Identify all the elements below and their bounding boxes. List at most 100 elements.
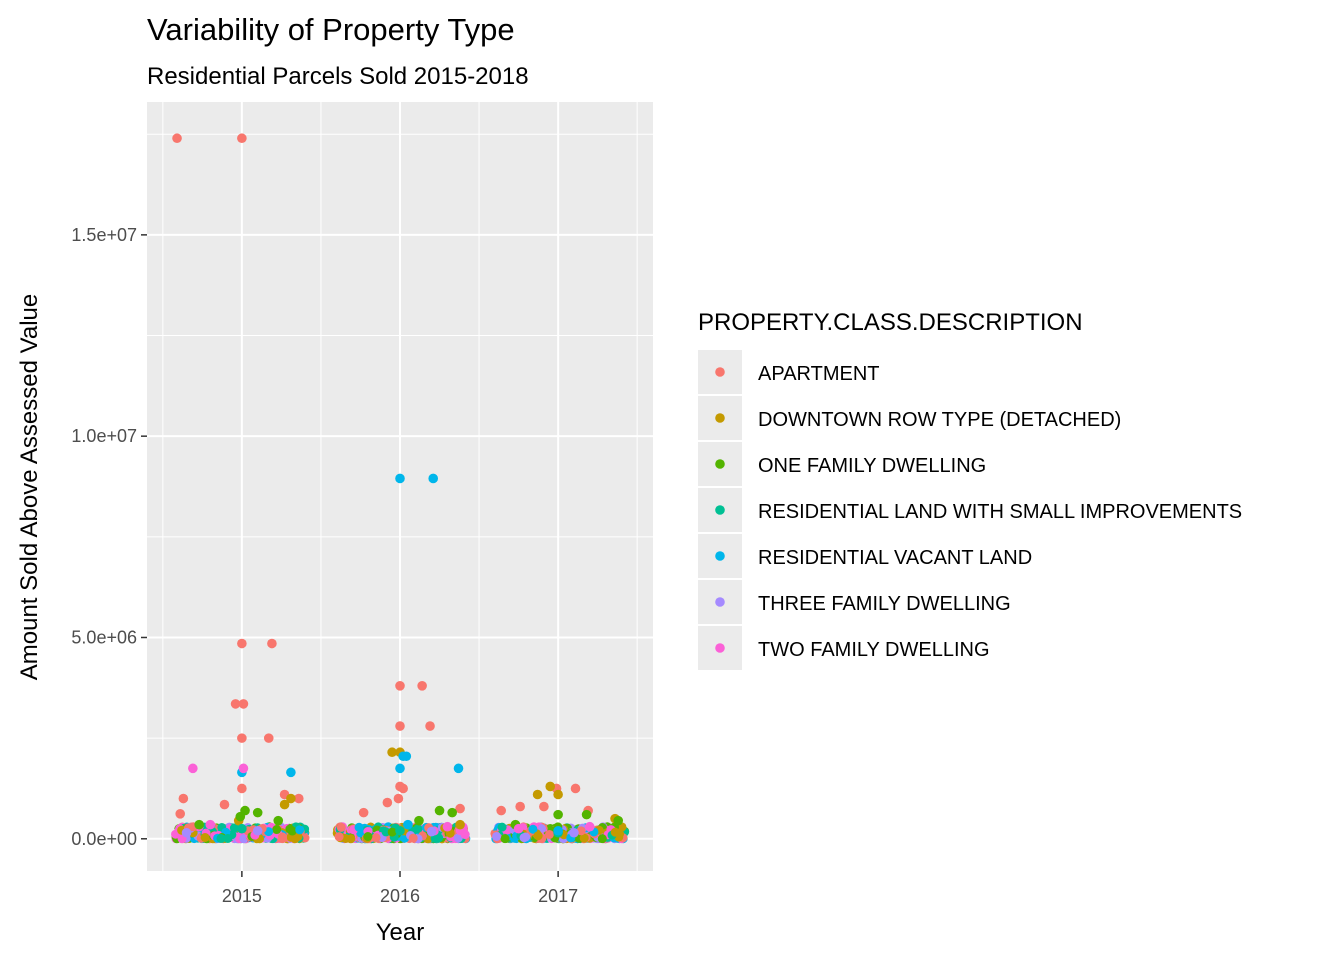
x-tick-label: 2017: [538, 886, 578, 906]
band-point: [216, 833, 226, 843]
data-point: [395, 825, 405, 836]
data-point: [553, 809, 563, 820]
y-tick-label: 1.0e+07: [71, 426, 137, 446]
legend-swatch: [715, 505, 725, 515]
band-point: [528, 824, 538, 834]
data-point: [613, 815, 624, 826]
data-point: [235, 811, 246, 822]
data-point: [286, 793, 296, 804]
data-point: [286, 767, 296, 778]
legend: PROPERTY.CLASS.DESCRIPTION APARTMENT DOWN…: [698, 309, 1242, 670]
data-point: [401, 751, 412, 762]
data-point: [403, 819, 413, 830]
band-point: [576, 826, 586, 836]
data-point: [442, 821, 453, 832]
band-point: [336, 822, 346, 832]
data-point: [194, 819, 204, 830]
y-tick-label: 0.0e+00: [71, 829, 137, 849]
data-point: [447, 807, 457, 818]
data-point: [387, 747, 397, 758]
legend-swatch: [715, 459, 725, 469]
data-point: [581, 809, 592, 820]
data-point: [425, 721, 435, 731]
y-axis-title: Amount Sold Above Assessed Value: [16, 294, 43, 680]
data-point: [172, 133, 182, 144]
band-point: [229, 823, 239, 833]
data-point: [237, 638, 247, 649]
data-point: [263, 733, 274, 743]
data-point: [230, 699, 241, 709]
dense-base-band: [171, 822, 630, 844]
data-point: [237, 733, 247, 743]
data-point: [205, 819, 216, 830]
data-point: [273, 815, 284, 826]
data-point: [395, 721, 405, 731]
data-point: [252, 807, 263, 818]
data-point: [539, 801, 549, 812]
data-point: [219, 799, 230, 810]
x-tick-label: 2016: [380, 886, 420, 906]
data-point: [496, 805, 507, 816]
legend-label: THREE FAMILY DWELLING: [758, 593, 1011, 615]
data-point: [515, 801, 525, 812]
data-point: [553, 789, 563, 800]
data-point: [453, 763, 464, 774]
data-point: [553, 825, 563, 836]
legend-label: RESIDENTIAL LAND WITH SMALL IMPROVEMENTS: [758, 501, 1242, 523]
data-point: [188, 763, 198, 774]
legend-label: APARTMENT: [758, 363, 880, 385]
data-point: [237, 133, 247, 144]
band-point: [334, 832, 344, 842]
band-point: [387, 827, 397, 837]
band-point: [371, 833, 381, 843]
data-point: [455, 803, 465, 814]
data-point: [358, 807, 369, 818]
data-point: [237, 823, 247, 834]
data-point: [426, 826, 437, 837]
band-point: [272, 825, 282, 835]
data-point: [428, 473, 439, 484]
legend-items: APARTMENT DOWNTOWN ROW TYPE (DETACHED) ONE…: [698, 350, 1242, 670]
data-point: [294, 793, 304, 804]
data-point: [252, 825, 263, 836]
band-point: [453, 833, 463, 843]
y-tick-label: 5.0e+06: [71, 627, 137, 647]
data-point: [570, 783, 581, 794]
x-axis: 2015 2016 2017: [222, 871, 578, 906]
chart-title: Variability of Property Type: [147, 12, 515, 47]
data-point: [569, 827, 579, 838]
data-point: [532, 789, 543, 800]
legend-swatch: [715, 597, 725, 607]
data-point: [175, 809, 186, 819]
band-point: [500, 834, 510, 844]
band-point: [533, 831, 543, 841]
band-point: [460, 830, 470, 840]
data-point: [513, 823, 524, 834]
band-point: [278, 832, 288, 842]
band-point: [497, 822, 507, 832]
legend-label: ONE FAMILY DWELLING: [758, 455, 986, 477]
band-point: [223, 833, 233, 843]
y-tick-label: 1.5e+07: [71, 225, 137, 245]
band-point: [544, 829, 554, 839]
data-point: [237, 783, 247, 794]
chart-subtitle: Residential Parcels Sold 2015-2018: [147, 63, 529, 90]
band-point: [597, 834, 607, 844]
legend-swatch: [715, 643, 725, 653]
data-point: [178, 793, 189, 804]
data-point: [398, 783, 408, 794]
legend-swatch: [715, 551, 725, 561]
legend-title: PROPERTY.CLASS.DESCRIPTION: [698, 309, 1083, 336]
legend-label: RESIDENTIAL VACANT LAND: [758, 547, 1032, 569]
band-point: [492, 831, 502, 841]
data-point: [417, 680, 427, 691]
data-point: [279, 799, 290, 810]
data-point: [545, 781, 556, 792]
data-point: [181, 827, 192, 838]
band-point: [579, 833, 589, 843]
band-point: [290, 834, 300, 844]
data-point: [382, 797, 393, 808]
data-point: [395, 680, 405, 691]
legend-label: DOWNTOWN ROW TYPE (DETACHED): [758, 409, 1121, 431]
